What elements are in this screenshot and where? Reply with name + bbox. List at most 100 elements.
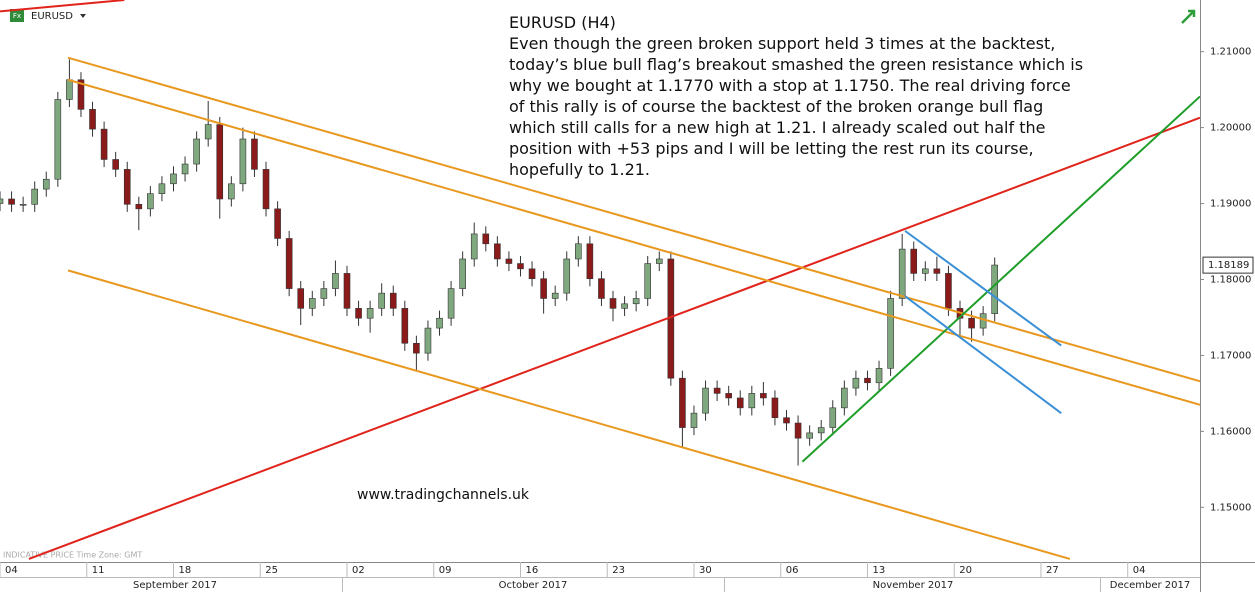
candle-body bbox=[945, 273, 952, 309]
month-label: September 2017 bbox=[133, 580, 217, 591]
last-price-box bbox=[1202, 256, 1254, 274]
candle-body bbox=[933, 268, 941, 274]
symbol[interactable]: EURUSD bbox=[31, 11, 73, 22]
fx-icon-label: Fx bbox=[13, 12, 21, 20]
candle-body bbox=[181, 163, 189, 175]
candle-body bbox=[482, 233, 490, 245]
candle-body bbox=[621, 303, 628, 309]
y-tick-label: 1.19000 bbox=[1210, 199, 1251, 210]
candle-body bbox=[19, 203, 27, 206]
candle-body bbox=[147, 193, 154, 210]
candle-body bbox=[112, 159, 119, 170]
x-tick-label: 13 bbox=[872, 565, 885, 576]
trend-line bbox=[904, 230, 1062, 347]
trend-line bbox=[67, 78, 1200, 406]
candle-body bbox=[413, 342, 420, 354]
candle-body bbox=[355, 308, 362, 319]
candle-body bbox=[424, 327, 432, 354]
candle-body bbox=[563, 258, 571, 294]
candle-body bbox=[54, 99, 62, 180]
candle-body bbox=[922, 268, 929, 274]
candle-body bbox=[77, 79, 85, 110]
x-tick-label: 02 bbox=[352, 565, 365, 576]
y-tick-label: 1.18000 bbox=[1210, 274, 1251, 285]
x-tick-label: 11 bbox=[92, 565, 105, 576]
annotation-title: EURUSD (H4) bbox=[509, 13, 616, 32]
annotation-line: why we bought at 1.1770 with a stop at 1… bbox=[509, 76, 1071, 95]
candle-body bbox=[389, 292, 397, 309]
candle-body bbox=[725, 393, 732, 399]
annotation-line: today’s blue bull flag’s breakout smashe… bbox=[509, 55, 1083, 74]
candle-body bbox=[632, 298, 640, 305]
candle-body bbox=[332, 273, 339, 289]
candle-body bbox=[320, 288, 328, 299]
candle-body bbox=[679, 377, 686, 428]
candle-body bbox=[575, 243, 582, 260]
x-tick-label: 30 bbox=[699, 565, 712, 576]
month-label: December 2017 bbox=[1110, 580, 1190, 591]
candle-body bbox=[528, 268, 536, 280]
candle-body bbox=[817, 427, 825, 434]
candle-body bbox=[794, 422, 802, 439]
candle-body bbox=[690, 412, 698, 428]
candle-body bbox=[89, 109, 96, 130]
candle-body bbox=[401, 308, 409, 344]
candle-body bbox=[783, 417, 790, 424]
candle-body bbox=[760, 393, 767, 399]
candle-body bbox=[343, 273, 351, 309]
candle-body bbox=[8, 198, 15, 205]
candle-body bbox=[852, 377, 860, 389]
candle-body bbox=[517, 263, 524, 270]
annotation-line: of this rally is of course the backtest … bbox=[509, 97, 1043, 116]
candle-body bbox=[0, 198, 4, 204]
candle-body bbox=[991, 264, 998, 314]
candle-body bbox=[713, 387, 721, 394]
last-price-label: 1.18189 bbox=[1208, 260, 1249, 271]
candle-body bbox=[447, 288, 455, 319]
candle-body bbox=[239, 138, 247, 185]
x-tick-label: 27 bbox=[1046, 565, 1059, 576]
footer-note: INDICATIVE PRICE Time Zone: GMT bbox=[3, 551, 142, 560]
candle-body bbox=[135, 203, 143, 210]
candle-body bbox=[586, 243, 594, 280]
y-tick-label: 1.20000 bbox=[1210, 123, 1251, 134]
candle-body bbox=[551, 292, 559, 299]
candle-body bbox=[228, 183, 235, 200]
candle-body bbox=[910, 248, 918, 274]
candle-body bbox=[436, 317, 443, 329]
candle-body bbox=[31, 188, 38, 205]
month-label: October 2017 bbox=[499, 580, 568, 591]
candle-body bbox=[366, 308, 374, 319]
annotation-line: hopefully to 1.21. bbox=[509, 160, 650, 179]
candle-body bbox=[898, 248, 906, 299]
candle-body bbox=[123, 169, 131, 205]
x-tick-label: 18 bbox=[178, 565, 191, 576]
trend-line bbox=[67, 56, 1200, 383]
candle-body bbox=[702, 387, 709, 414]
y-tick-label: 1.15000 bbox=[1210, 502, 1251, 513]
candle-body bbox=[216, 124, 224, 200]
symbol-dropdown[interactable] bbox=[80, 14, 86, 18]
candle-body bbox=[285, 238, 293, 289]
candle-body bbox=[297, 288, 305, 309]
y-tick-label: 1.16000 bbox=[1210, 426, 1251, 437]
annotation-line: Even though the green broken support hel… bbox=[509, 34, 1055, 53]
candle-body bbox=[470, 233, 478, 260]
candle-body bbox=[505, 258, 513, 264]
candle-body bbox=[609, 298, 617, 309]
x-tick-label: 25 bbox=[265, 565, 278, 576]
x-tick-label: 16 bbox=[525, 565, 538, 576]
candle-body bbox=[875, 368, 883, 384]
x-tick-label: 04 bbox=[5, 565, 18, 576]
website: www.tradingchannels.uk bbox=[357, 487, 530, 503]
candle-body bbox=[274, 208, 281, 239]
candle-body bbox=[308, 298, 316, 309]
candle-body bbox=[655, 258, 663, 264]
candle-body bbox=[841, 387, 848, 409]
candle-body bbox=[158, 183, 166, 194]
candle-body bbox=[968, 317, 975, 329]
candle-body bbox=[806, 432, 813, 439]
y-tick-label: 1.21000 bbox=[1210, 47, 1251, 58]
